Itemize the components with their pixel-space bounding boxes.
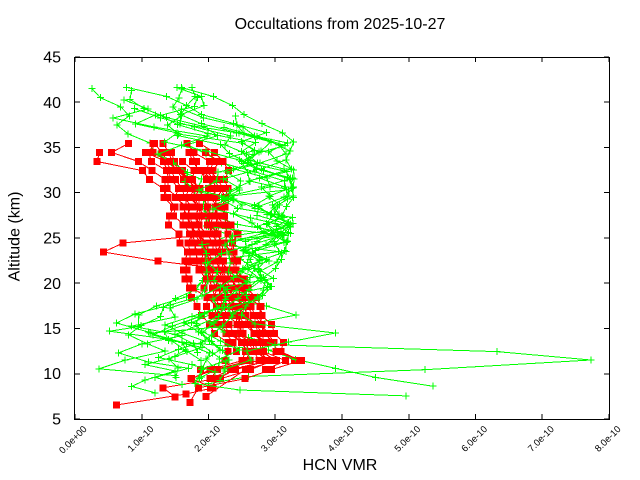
svg-text:Occultations from 2025-10-27: Occultations from 2025-10-27	[235, 16, 446, 33]
svg-text:Altitude (km): Altitude (km)	[7, 192, 24, 282]
svg-text:30: 30	[43, 185, 61, 202]
svg-text:25: 25	[43, 231, 61, 248]
svg-text:15: 15	[43, 321, 61, 338]
svg-text:20: 20	[43, 276, 61, 293]
svg-text:35: 35	[43, 140, 61, 157]
svg-text:5: 5	[52, 412, 61, 429]
svg-text:45: 45	[43, 50, 61, 67]
svg-text:HCN VMR: HCN VMR	[303, 457, 378, 474]
svg-text:10: 10	[43, 366, 61, 383]
svg-text:40: 40	[43, 95, 61, 112]
